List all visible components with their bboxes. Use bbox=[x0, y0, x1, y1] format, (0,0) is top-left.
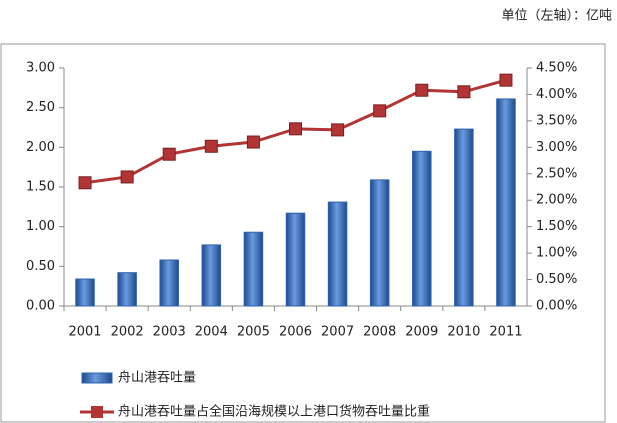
chart-frame bbox=[0, 43, 606, 423]
y2-tick-label: 0.50% bbox=[536, 272, 577, 287]
legend-label: 舟山港吞吐量 bbox=[118, 371, 196, 386]
bar bbox=[243, 231, 264, 307]
x-tick-label: 2008 bbox=[363, 325, 396, 340]
y2-tick-label: 4.00% bbox=[536, 87, 577, 102]
line-marker bbox=[415, 83, 429, 97]
line-marker bbox=[204, 139, 218, 153]
line-marker bbox=[499, 73, 513, 87]
y-tick-label: 0.00 bbox=[26, 299, 55, 314]
x-tick-label: 2006 bbox=[279, 325, 312, 340]
line-marker bbox=[120, 170, 134, 184]
x-tick-label: 2011 bbox=[489, 325, 522, 340]
bar bbox=[285, 212, 306, 307]
x-tick-label: 2009 bbox=[405, 325, 438, 340]
bar bbox=[75, 278, 95, 307]
bar bbox=[327, 201, 348, 307]
line-marker bbox=[289, 122, 302, 136]
y-tick-label: 3.00 bbox=[26, 61, 55, 76]
x-tick-label: 2004 bbox=[195, 325, 228, 340]
y2-tick-label: 3.50% bbox=[536, 113, 577, 128]
legend-swatch bbox=[81, 372, 113, 384]
bar bbox=[369, 179, 390, 307]
x-tick-label: 2010 bbox=[447, 325, 480, 340]
y-tick-label: 0.50 bbox=[26, 259, 55, 274]
y-tick-label: 1.50 bbox=[26, 180, 55, 195]
x-tick-label: 2001 bbox=[68, 325, 101, 340]
x-tick-label: 2003 bbox=[153, 325, 186, 340]
y2-tick-label: 1.00% bbox=[536, 246, 577, 261]
bar bbox=[117, 272, 137, 307]
y2-tick-label: 0.00% bbox=[536, 299, 577, 314]
y2-tick-label: 1.50% bbox=[536, 219, 577, 234]
line-marker bbox=[457, 85, 471, 99]
bar bbox=[159, 259, 179, 307]
x-tick-label: 2005 bbox=[237, 325, 270, 340]
y-tick-label: 2.50 bbox=[26, 100, 55, 115]
line-marker bbox=[162, 147, 176, 161]
x-tick-label: 2007 bbox=[321, 325, 354, 340]
line-marker bbox=[78, 176, 92, 190]
y2-tick-label: 2.50% bbox=[536, 166, 577, 181]
y2-tick-label: 3.00% bbox=[536, 140, 577, 155]
line-marker bbox=[331, 123, 345, 137]
y2-tick-label: 2.00% bbox=[536, 193, 577, 208]
bar bbox=[496, 98, 516, 307]
bar bbox=[201, 244, 222, 307]
legend-swatch bbox=[91, 406, 103, 418]
unit-note: 单位（左轴）：亿吨 bbox=[501, 9, 612, 24]
y-tick-label: 2.00 bbox=[26, 140, 55, 155]
line-marker bbox=[246, 135, 260, 149]
legend-label: 舟山港吞吐量占全国沿海规模以上港口货物吞吐量比重 bbox=[118, 404, 430, 420]
y2-tick-label: 4.50% bbox=[536, 61, 577, 76]
bar bbox=[412, 150, 432, 307]
line-marker bbox=[373, 104, 387, 118]
y-tick-label: 1.00 bbox=[26, 219, 55, 234]
x-tick-label: 2002 bbox=[111, 325, 144, 340]
bar bbox=[454, 128, 474, 307]
